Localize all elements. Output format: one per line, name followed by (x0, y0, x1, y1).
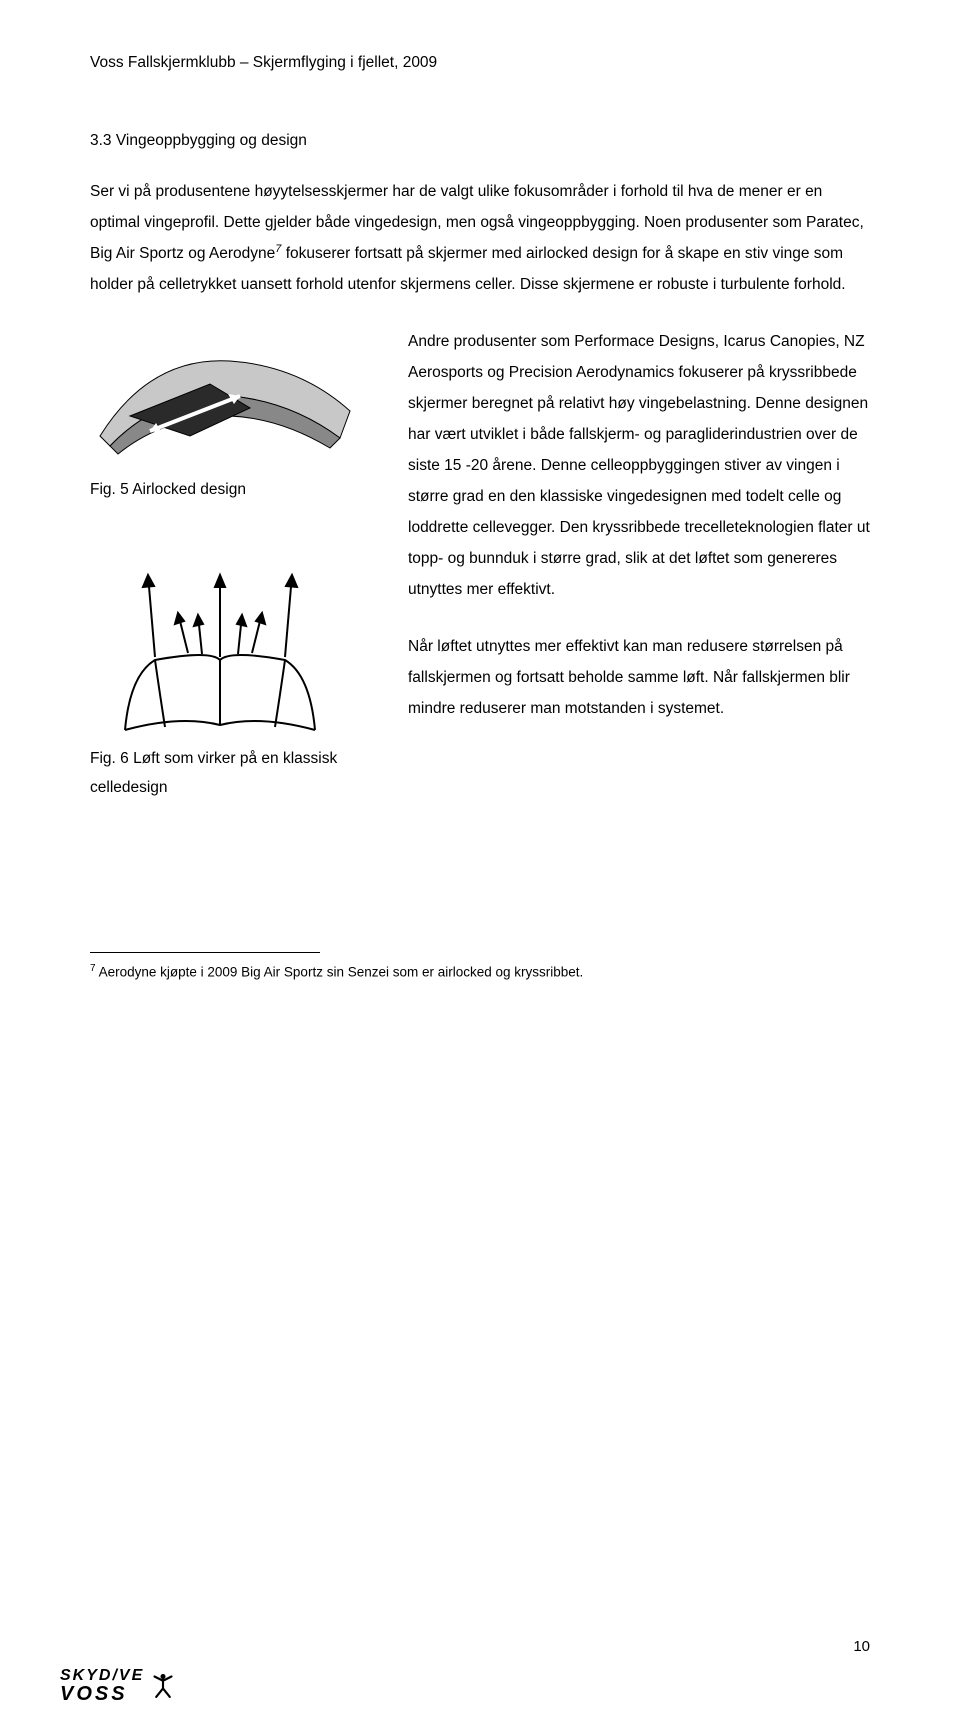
fig6-lift-diagram (90, 565, 350, 735)
section-title: 3.3 Vingeoppbygging og design (90, 132, 870, 150)
logo-bottom-text: VOSS (60, 1685, 144, 1703)
intro-paragraph: Ser vi på produsentene høyytelsesskjerme… (90, 176, 870, 300)
fig5-caption: Fig. 5 Airlocked design (90, 475, 380, 504)
fig5-airlocked-diagram (90, 346, 360, 466)
right-para-b: Når løftet utnyttes mer effektivt kan ma… (408, 631, 870, 724)
fig6-caption: Fig. 6 Løft som virker på en klassisk ce… (90, 744, 380, 803)
footnote-7: 7 Aerodyne kjøpte i 2009 Big Air Sportz … (90, 963, 870, 980)
page-number: 10 (853, 1638, 870, 1655)
footnote-text: Aerodyne kjøpte i 2009 Big Air Sportz si… (96, 965, 584, 980)
page: Voss Fallskjermklubb – Skjermflyging i f… (0, 0, 960, 1731)
text-column: Andre produsenter som Performace Designs… (408, 326, 870, 802)
page-header: Voss Fallskjermklubb – Skjermflyging i f… (90, 54, 870, 72)
two-column-layout: Fig. 5 Airlocked design (90, 326, 870, 802)
footer-logo: SKYD/VE VOSS (60, 1667, 180, 1703)
right-para-a: Andre produsenter som Performace Designs… (408, 326, 870, 605)
skydiver-icon (146, 1668, 180, 1702)
figures-column: Fig. 5 Airlocked design (90, 326, 380, 802)
footnote-separator (90, 952, 320, 953)
